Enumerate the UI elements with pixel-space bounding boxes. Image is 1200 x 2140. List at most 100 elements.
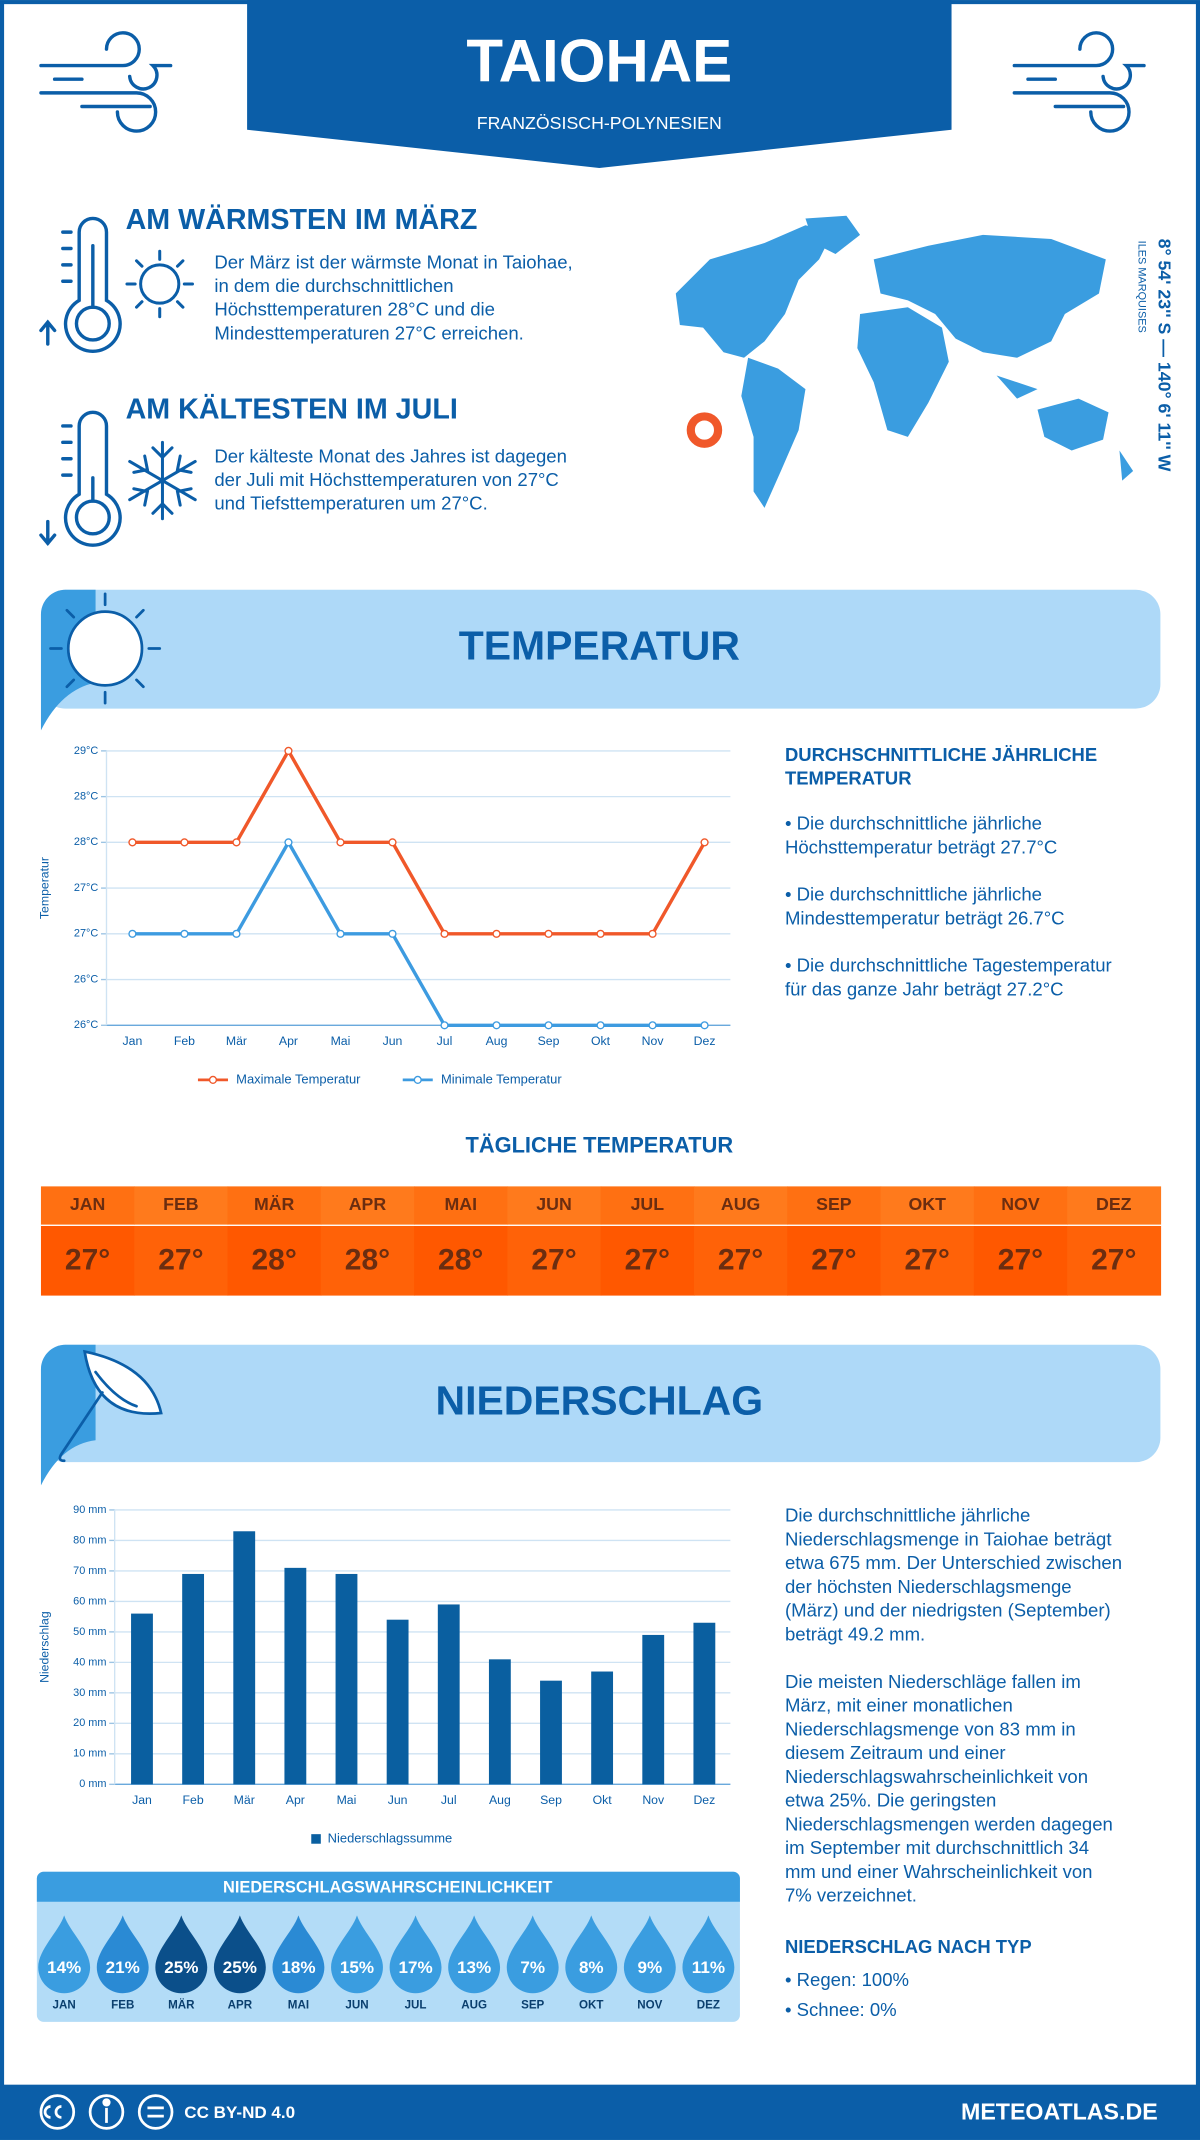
temperature-value: 27° <box>904 1243 949 1276</box>
temperature-value: 28° <box>345 1243 390 1276</box>
probability-month: FEB <box>111 1999 134 2012</box>
paragraph-line: 7% verzeichnet. <box>785 1885 917 1906</box>
side-title: DURCHSCHNITTLICHE JÄHRLICHE <box>785 744 1097 765</box>
probability-header <box>36 1871 740 1902</box>
probability-month: MÄR <box>168 1999 195 2012</box>
table-header-cell <box>880 1186 975 1225</box>
country-subtitle: FRANZÖSISCH-POLYNESIEN <box>477 113 722 133</box>
x-tick-label: Mär <box>226 1034 247 1048</box>
table-header-cell <box>973 1186 1068 1225</box>
probability-value: 17% <box>399 1958 433 1977</box>
x-tick-label: Jul <box>441 1793 457 1807</box>
y-tick-label: 28°C <box>74 791 98 803</box>
paragraph-line: Der März ist der wärmste Monat in Taioha… <box>214 251 572 272</box>
table-value-cell <box>507 1225 602 1296</box>
month-label: SEP <box>816 1194 852 1214</box>
legend-label: Minimale Temperatur <box>441 1071 562 1086</box>
license-icons <box>39 2094 174 2130</box>
probability-month: DEZ <box>697 1999 720 2012</box>
y-tick-label: 90 mm <box>73 1504 106 1516</box>
table-header-cell <box>414 1186 509 1225</box>
footer-bar <box>0 2084 1200 2140</box>
type-item: • Regen: 100% <box>785 1969 909 1990</box>
bar <box>591 1671 614 1785</box>
bullet-line: • Die durchschnittliche Tagestemperatur <box>785 954 1112 975</box>
month-label: MAI <box>444 1194 477 1214</box>
x-tick-label: Apr <box>286 1793 305 1807</box>
paragraph-line: Mindesttemperaturen 27°C erreichen. <box>214 322 523 343</box>
table-value-cell <box>693 1225 788 1296</box>
data-point <box>544 929 553 938</box>
region: ILES MARQUISES <box>1135 241 1147 333</box>
table-header-cell <box>320 1186 415 1225</box>
x-tick-label: Dez <box>693 1793 715 1807</box>
y-tick-label: 60 mm <box>73 1595 106 1607</box>
x-tick-label: Jul <box>437 1034 453 1048</box>
y-tick-label: 20 mm <box>73 1717 106 1729</box>
probability-drop <box>623 1915 676 1994</box>
y-tick-label: 10 mm <box>73 1748 106 1760</box>
temperature-value: 27° <box>718 1243 763 1276</box>
month-label: DEZ <box>1096 1194 1132 1214</box>
data-point <box>388 838 397 847</box>
x-tick-label: Feb <box>174 1034 195 1048</box>
bar <box>642 1634 665 1785</box>
data-point <box>700 838 709 847</box>
data-point <box>700 1021 709 1030</box>
paragraph-line: etwa 25%. Die geringsten <box>785 1790 996 1811</box>
type-item: • Schnee: 0% <box>785 1999 897 2020</box>
y-tick-label: 80 mm <box>73 1534 106 1546</box>
world-map <box>675 215 1134 508</box>
probability-drop <box>272 1915 325 1994</box>
legend-marker <box>311 1834 321 1844</box>
bullet-line: Höchsttemperatur beträgt 27.7°C <box>785 836 1057 857</box>
x-tick-label: Jun <box>388 1793 408 1807</box>
probability-drop <box>331 1915 383 1994</box>
temperature-value: 27° <box>811 1243 856 1276</box>
paragraph-line: etwa 675 mm. Der Unterschied zwischen <box>785 1552 1122 1573</box>
y-axis-title: Niederschlag <box>37 1611 51 1683</box>
section-title: NIEDERSCHLAG <box>436 1377 764 1423</box>
data-point <box>544 1021 553 1030</box>
x-tick-label: Sep <box>538 1034 560 1048</box>
data-point <box>596 1021 605 1030</box>
probability-drop <box>565 1915 618 1994</box>
table-header-cell <box>787 1186 882 1225</box>
table-header-cell <box>1067 1186 1162 1225</box>
data-point <box>284 838 293 847</box>
x-tick-label: Mai <box>331 1034 351 1048</box>
paragraph-line: Niederschlagswahrscheinlichkeit von <box>785 1766 1088 1787</box>
bullet-line: • Die durchschnittliche jährliche <box>785 884 1042 905</box>
table-value-cell <box>1067 1225 1162 1296</box>
x-tick-label: Mär <box>234 1793 255 1807</box>
y-tick-label: 70 mm <box>73 1565 106 1577</box>
paragraph-line: März, mit einer monatlichen <box>785 1695 1013 1716</box>
data-point <box>492 929 501 938</box>
data-point <box>388 929 397 938</box>
probability-drop <box>213 1915 266 1994</box>
temperature-value: 27° <box>531 1243 576 1276</box>
paragraph-line: in dem die durchschnittlichen <box>214 275 453 296</box>
paragraph-line: im September mit durchschnittlich 34 <box>785 1837 1089 1858</box>
paragraph-line: Der kälteste Monat des Jahres ist dagege… <box>214 445 567 466</box>
probability-value: 25% <box>223 1958 257 1977</box>
bar <box>386 1619 409 1785</box>
month-label: JUL <box>631 1194 665 1214</box>
city-title: TAIOHAE <box>466 27 732 94</box>
y-tick-label: 27°C <box>74 928 98 940</box>
table-value-cell <box>787 1225 882 1296</box>
x-tick-label: Aug <box>489 1793 511 1807</box>
table-value-cell <box>414 1225 509 1296</box>
wind-icon <box>39 31 173 133</box>
probability-value: 7% <box>520 1958 545 1977</box>
thermometer-warm-icon <box>39 216 122 353</box>
sun-icon <box>125 249 194 319</box>
data-point <box>232 929 241 938</box>
probability-drop <box>38 1915 91 1994</box>
probability-drop <box>506 1915 559 1994</box>
data-point <box>648 929 657 938</box>
month-label: APR <box>349 1194 387 1214</box>
snowflake-icon <box>128 440 197 521</box>
wind-icon <box>1012 31 1146 133</box>
